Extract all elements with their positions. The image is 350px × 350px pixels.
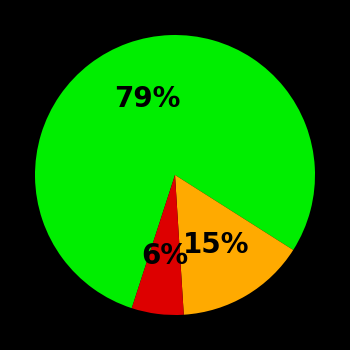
Wedge shape: [35, 35, 315, 308]
Text: 6%: 6%: [141, 241, 188, 270]
Wedge shape: [132, 175, 184, 315]
Wedge shape: [175, 175, 293, 315]
Text: 15%: 15%: [183, 231, 250, 259]
Text: 79%: 79%: [114, 85, 181, 113]
